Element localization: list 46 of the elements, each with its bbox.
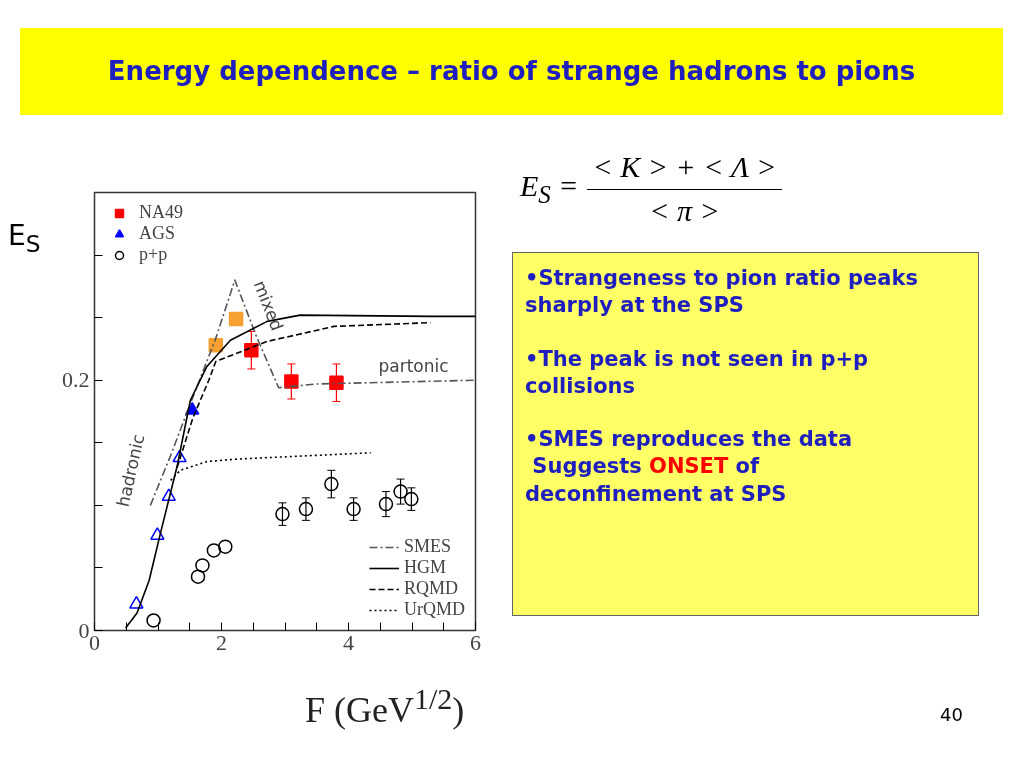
text: = bbox=[558, 169, 579, 203]
point bbox=[129, 595, 144, 609]
legend-label: SMES bbox=[404, 536, 452, 557]
line-series bbox=[149, 279, 476, 507]
text: •The peak is not seen in p+p collisions bbox=[525, 345, 870, 400]
legend-label: NA49 bbox=[139, 202, 183, 223]
text: •Strangeness to pion ratio peaks sharply at the SPS bbox=[525, 265, 919, 320]
point bbox=[150, 527, 165, 540]
annotation: partonic bbox=[378, 355, 449, 376]
point bbox=[206, 543, 222, 558]
text: < π > bbox=[586, 188, 783, 233]
point bbox=[146, 613, 161, 628]
point bbox=[195, 558, 210, 573]
text: Suggests bbox=[532, 454, 642, 479]
point bbox=[161, 488, 177, 502]
line-series bbox=[169, 452, 372, 482]
y-axis-title: E$_{S}$ bbox=[520, 169, 551, 209]
point bbox=[218, 539, 233, 554]
legend-label: p+p bbox=[139, 244, 168, 265]
x-tick-label: 2 bbox=[216, 629, 227, 655]
x-tick-label: 4 bbox=[343, 629, 354, 655]
point bbox=[298, 501, 314, 517]
point bbox=[324, 476, 339, 492]
point bbox=[172, 449, 187, 463]
point bbox=[275, 506, 290, 522]
x-axis-title: F (GeV$^{1/2}$) bbox=[305, 681, 465, 732]
legend-label: HGM bbox=[404, 557, 447, 578]
point bbox=[404, 491, 419, 507]
y-tick-label: 0.2 bbox=[62, 367, 90, 393]
x-tick-label: 6 bbox=[470, 629, 481, 655]
chart-title: Energy dependence – ratio of strange hadrons to pions bbox=[20, 28, 1003, 115]
legend-label: RQMD bbox=[404, 578, 459, 599]
point bbox=[393, 484, 408, 499]
text: 40 bbox=[940, 703, 963, 727]
point bbox=[329, 375, 344, 390]
point bbox=[346, 501, 361, 517]
point bbox=[190, 569, 206, 584]
text: •SMES reproduces the data bbox=[525, 427, 853, 452]
text: E$_{S}$ bbox=[8, 219, 41, 258]
annotation: hadronic bbox=[112, 432, 149, 509]
legend-label: UrQMD bbox=[404, 599, 465, 620]
point bbox=[228, 311, 244, 327]
text: < K > + < Λ > bbox=[591, 149, 778, 185]
point bbox=[378, 496, 394, 512]
text: ONSET bbox=[649, 454, 729, 479]
legend-label: AGS bbox=[139, 223, 176, 244]
